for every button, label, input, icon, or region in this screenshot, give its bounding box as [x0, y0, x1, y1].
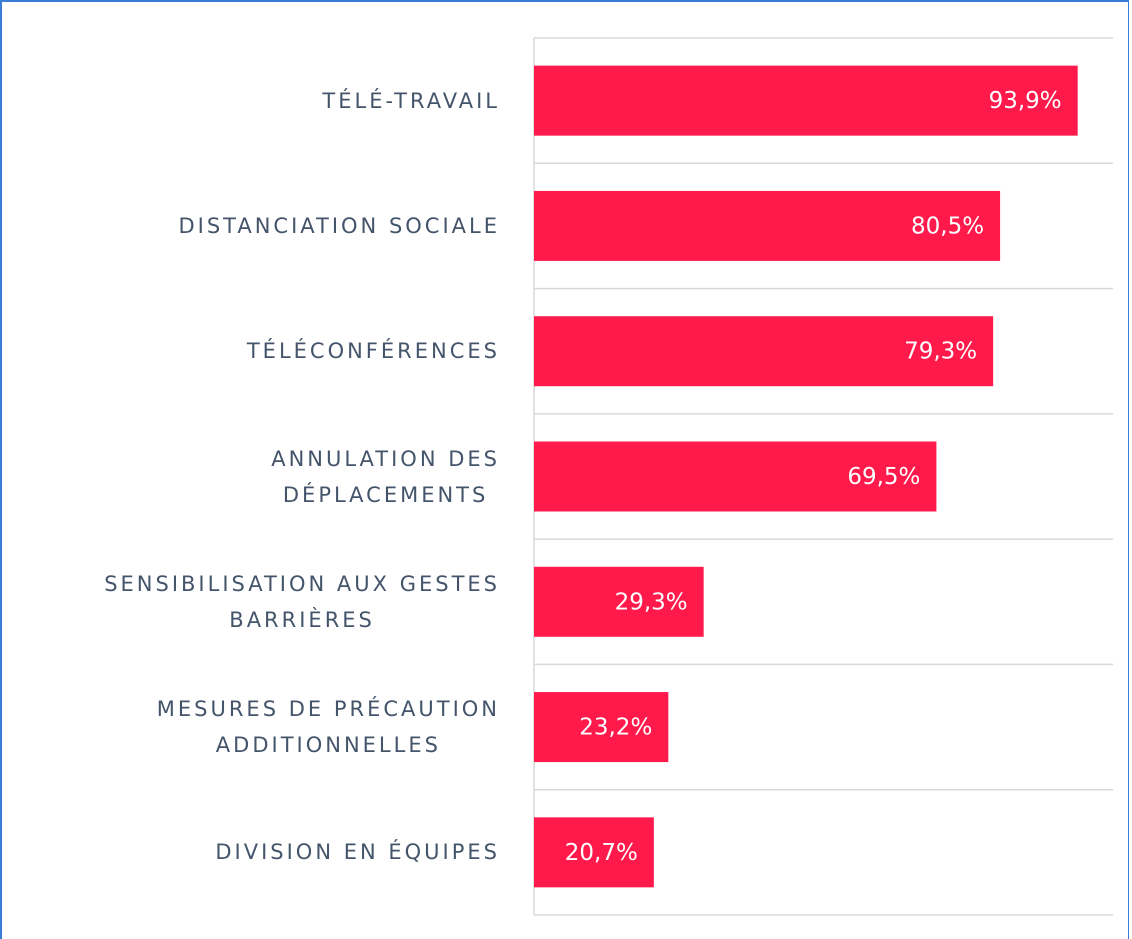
value-label: 20,7% — [565, 840, 638, 866]
category-label: SENSIBILISATION AUX GESTES BARRIÈRES — [104, 571, 500, 632]
bar — [534, 817, 654, 888]
bar — [534, 190, 1001, 261]
category-label: MESURES DE PRÉCAUTION ADDITIONNELLES — [156, 697, 500, 758]
category-label: TÉLÉ-TRAVAIL — [322, 88, 500, 113]
value-label: 80,5% — [911, 213, 984, 239]
bar — [534, 316, 994, 387]
bar — [534, 566, 704, 637]
value-label: 93,9% — [989, 88, 1062, 114]
bar — [534, 692, 669, 763]
bar — [534, 441, 937, 512]
category-label: DIVISION EN ÉQUIPES — [215, 840, 500, 865]
value-label: 23,2% — [579, 715, 652, 741]
category-label: DISTANCIATION SOCIALE — [178, 213, 500, 238]
category-label: ANNULATION DES DÉPLACEMENTS — [271, 446, 500, 507]
bar — [534, 65, 1078, 136]
value-label: 29,3% — [615, 589, 688, 615]
value-label: 69,5% — [847, 464, 920, 490]
category-label: TÉLÉCONFÉRENCES — [246, 339, 500, 364]
value-label: 79,3% — [904, 339, 977, 365]
